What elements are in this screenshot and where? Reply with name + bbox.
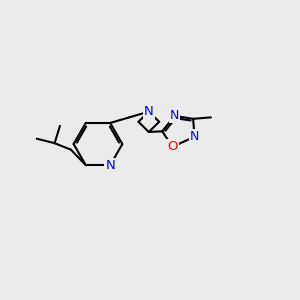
Text: N: N (190, 130, 199, 143)
Text: N: N (144, 105, 154, 118)
Text: O: O (167, 140, 178, 153)
Text: N: N (170, 110, 179, 122)
Text: N: N (105, 159, 115, 172)
